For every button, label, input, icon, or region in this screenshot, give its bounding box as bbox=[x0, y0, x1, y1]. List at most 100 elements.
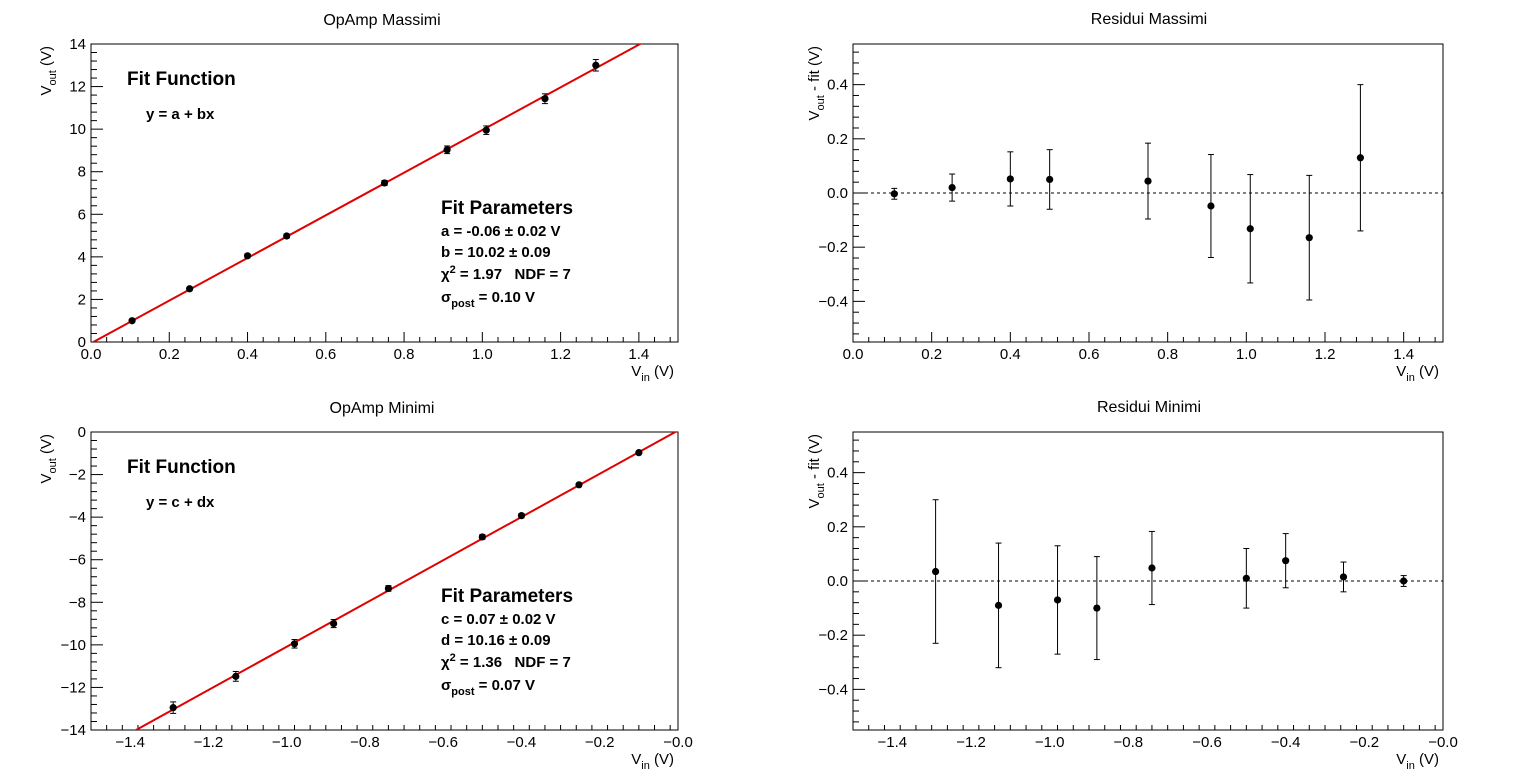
data-point bbox=[243, 252, 252, 260]
x-tick-label: −0.4 bbox=[507, 734, 537, 751]
fit-parameter-slope: d = 10.16 ± 0.09 bbox=[441, 632, 551, 649]
fit-sigma-post: σpost = 0.07 V bbox=[441, 677, 535, 698]
plot-frame bbox=[90, 43, 679, 343]
fit-chi-square: χ2 = 1.97 NDF = 7 bbox=[441, 264, 571, 283]
data-point bbox=[1339, 573, 1348, 581]
data-point bbox=[186, 285, 194, 293]
data-point bbox=[169, 704, 177, 712]
y-tick-label: −4 bbox=[69, 509, 86, 526]
data-point bbox=[1006, 175, 1014, 183]
y-tick-label: 0 bbox=[78, 334, 86, 351]
y-axis-label: Vout (V) bbox=[38, 434, 59, 483]
data-point bbox=[290, 640, 299, 648]
data-point bbox=[1242, 574, 1250, 582]
y-tick-label: 0.4 bbox=[827, 77, 848, 94]
x-tick-label: −1.2 bbox=[956, 734, 986, 751]
panel-4: Residui Minimi −1.4 −1.2 −1.0 −0.8 −0.6 −0.4 −0… bbox=[806, 399, 1458, 772]
panel-2: Residui Massimi 0.0 0.2 0.4 0.6 0.8 1.0 1.2 1.4 −… bbox=[806, 11, 1444, 384]
y-tick-label: 0.2 bbox=[827, 519, 848, 536]
x-tick-label: 0.6 bbox=[315, 346, 336, 363]
data-point bbox=[384, 584, 393, 593]
fit-function-formula: y = c + dx bbox=[146, 494, 215, 511]
y-tick-label: −10 bbox=[61, 637, 86, 654]
fit-line bbox=[133, 432, 678, 730]
y-axis-label: Vout - fit (V) bbox=[806, 46, 827, 120]
data-point bbox=[380, 179, 389, 187]
data-point bbox=[1053, 596, 1062, 604]
data-point bbox=[948, 183, 956, 192]
data-point bbox=[283, 232, 291, 240]
y-tick-label: 4 bbox=[78, 249, 86, 266]
data-point bbox=[1093, 604, 1101, 612]
panel-title: OpAmp Minimi bbox=[330, 400, 435, 417]
x-tick-label: −0.0 bbox=[663, 734, 693, 751]
data-point bbox=[482, 126, 490, 134]
x-tick-label: −1.0 bbox=[1035, 734, 1065, 751]
data-point bbox=[994, 601, 1003, 609]
y-tick-label: 10 bbox=[69, 121, 86, 138]
x-tick-label: −1.0 bbox=[272, 734, 302, 751]
x-axis-label: Vin (V) bbox=[1396, 363, 1439, 384]
y-tick-label: 2 bbox=[78, 291, 86, 308]
data-point bbox=[575, 481, 583, 489]
y-axis-label: Vout (V) bbox=[38, 46, 59, 95]
fit-chi-square: χ2 = 1.36 NDF = 7 bbox=[441, 652, 571, 671]
y-tick-label: 6 bbox=[78, 206, 86, 223]
x-tick-label: −1.4 bbox=[115, 734, 145, 751]
x-tick-label: 1.0 bbox=[472, 346, 493, 363]
y-tick-label: −2 bbox=[69, 467, 86, 484]
fit-parameter-intercept: a = -0.06 ± 0.02 V bbox=[441, 223, 561, 240]
data-point bbox=[443, 146, 451, 154]
x-tick-label: −0.6 bbox=[428, 734, 458, 751]
x-tick-label: 1.4 bbox=[628, 346, 649, 363]
data-point bbox=[1356, 154, 1364, 162]
data-point bbox=[541, 95, 549, 103]
y-tick-label: 0.0 bbox=[827, 185, 848, 202]
plot-frame bbox=[90, 431, 679, 731]
fit-parameter-slope: b = 10.02 ± 0.09 bbox=[441, 244, 551, 261]
panel-3: OpAmp Minimi −1.4 −1.2 −1.0 −0.8 −0.6 −0.4 −0.2… bbox=[38, 400, 693, 772]
data-point bbox=[128, 317, 136, 325]
y-tick-label: −12 bbox=[61, 679, 86, 696]
data-point bbox=[1246, 225, 1254, 233]
y-tick-label: 0.2 bbox=[827, 131, 848, 148]
y-tick-label: 0.0 bbox=[827, 573, 848, 590]
data-point bbox=[330, 619, 338, 628]
y-tick-label: 14 bbox=[69, 36, 86, 53]
x-tick-label: −1.2 bbox=[194, 734, 224, 751]
x-tick-label: −0.6 bbox=[1192, 734, 1222, 751]
x-tick-label: −1.4 bbox=[878, 734, 908, 751]
data-point bbox=[1207, 202, 1215, 210]
panel-title: Residui Massimi bbox=[1091, 11, 1207, 28]
x-tick-label: 0.2 bbox=[921, 346, 942, 363]
data-point bbox=[635, 449, 643, 457]
data-point bbox=[932, 567, 940, 576]
x-tick-label: −0.2 bbox=[585, 734, 615, 751]
data-point bbox=[890, 190, 898, 198]
data-point bbox=[1400, 577, 1408, 585]
y-tick-label: −0.4 bbox=[818, 681, 848, 698]
data-point bbox=[1046, 175, 1054, 184]
fit-function-title: Fit Function bbox=[127, 69, 236, 90]
data-point bbox=[517, 512, 526, 520]
data-point bbox=[1282, 557, 1290, 565]
data-point bbox=[592, 61, 600, 69]
x-tick-label: −0.2 bbox=[1350, 734, 1380, 751]
fit-parameters-title: Fit Parameters bbox=[441, 586, 573, 607]
x-axis-label: Vin (V) bbox=[631, 751, 674, 772]
data-point bbox=[1148, 564, 1156, 572]
x-axis-label: Vin (V) bbox=[1396, 751, 1439, 772]
x-tick-label: −0.0 bbox=[1428, 734, 1458, 751]
x-tick-label: −0.8 bbox=[1114, 734, 1144, 751]
x-tick-label: 0.0 bbox=[843, 346, 864, 363]
y-tick-label: 0.4 bbox=[827, 465, 848, 482]
data-point bbox=[232, 672, 240, 680]
x-tick-label: 0.4 bbox=[1000, 346, 1021, 363]
x-tick-label: 1.0 bbox=[1236, 346, 1257, 363]
y-axis-label: Vout - fit (V) bbox=[806, 434, 827, 508]
x-tick-label: 0.6 bbox=[1079, 346, 1100, 363]
x-tick-label: 0.8 bbox=[1157, 346, 1178, 363]
x-tick-label: 1.2 bbox=[1315, 346, 1336, 363]
y-tick-label: −8 bbox=[69, 594, 86, 611]
